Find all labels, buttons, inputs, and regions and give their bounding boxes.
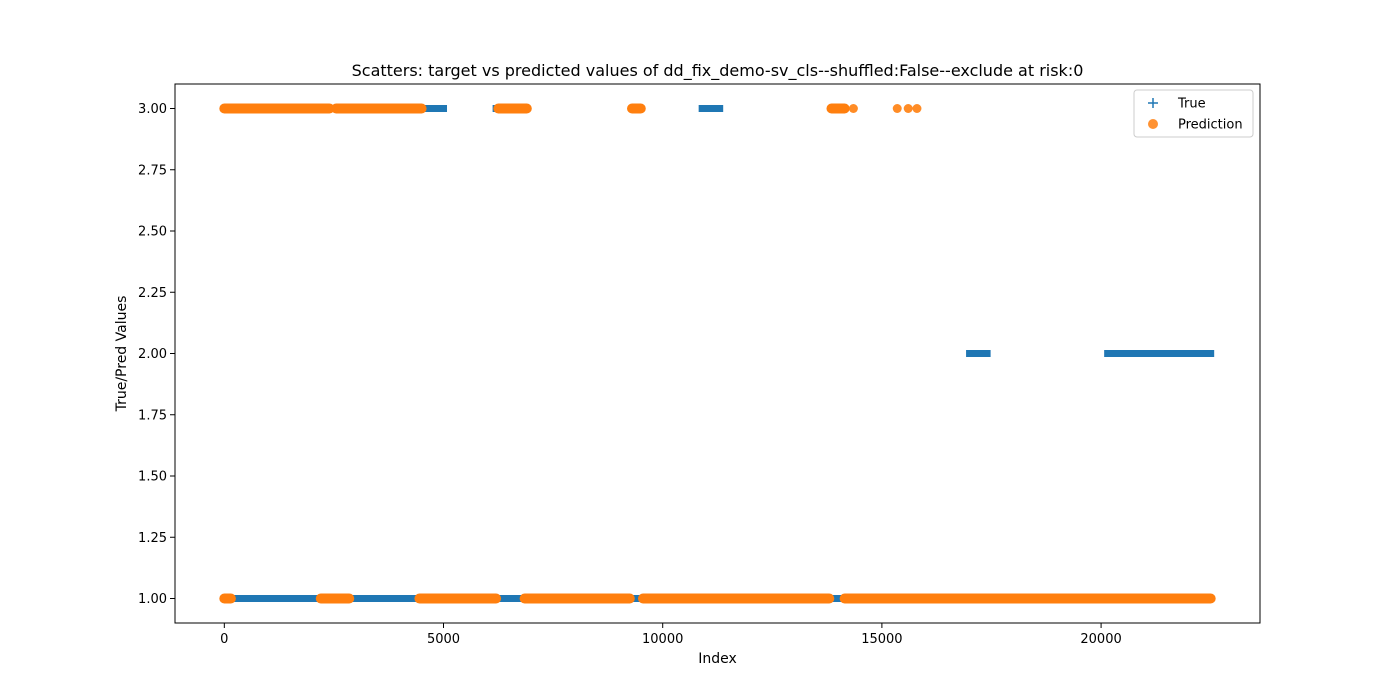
x-tick-label: 20000 xyxy=(1080,632,1121,647)
y-tick-label: 3.00 xyxy=(138,102,167,117)
plot-area xyxy=(219,103,1216,604)
y-tick-label: 1.00 xyxy=(138,592,167,607)
y-tick-label: 2.50 xyxy=(138,225,167,240)
legend-box xyxy=(1133,89,1254,138)
legend: True Prediction xyxy=(1133,89,1254,138)
legend-label-prediction: Prediction xyxy=(1178,118,1243,133)
y-axis: 1.00 1.25 1.50 1.75 2.00 2.25 2.50 2.75 3.00 xyxy=(138,102,175,607)
prediction-point-run xyxy=(839,593,1216,604)
prediction-point xyxy=(848,104,858,113)
prediction-point-run xyxy=(637,593,835,604)
x-axis-label: Index xyxy=(698,651,737,667)
y-tick-label: 1.75 xyxy=(138,408,167,423)
prediction-point-run xyxy=(219,593,236,604)
x-tick-label: 15000 xyxy=(861,632,902,647)
y-tick-label: 2.75 xyxy=(138,163,167,178)
series-true xyxy=(220,105,1215,602)
y-tick-label: 1.25 xyxy=(138,531,167,546)
prediction-point-run xyxy=(331,103,427,114)
prediction-point-run xyxy=(414,593,502,604)
prediction-point-run xyxy=(519,593,635,604)
prediction-point xyxy=(903,104,913,113)
true-point-run xyxy=(1104,350,1215,357)
prediction-point xyxy=(912,104,922,113)
y-tick-label: 1.50 xyxy=(138,470,167,485)
legend-label-true: True xyxy=(1177,97,1206,112)
y-tick-label: 2.25 xyxy=(138,286,167,301)
y-tick-label: 2.00 xyxy=(138,347,167,362)
prediction-point-run xyxy=(219,103,335,114)
legend-marker-prediction xyxy=(1148,119,1158,129)
legend-marker-true xyxy=(1148,98,1158,108)
prediction-point-run xyxy=(826,103,850,114)
prediction-point-run xyxy=(315,593,355,604)
plot-frame xyxy=(174,83,1261,624)
true-point-run xyxy=(698,105,724,112)
prediction-point-run xyxy=(627,103,646,114)
x-tick-label: 0 xyxy=(220,632,228,647)
x-tick-label: 5000 xyxy=(427,632,460,647)
chart-title: Scatters: target vs predicted values of … xyxy=(352,61,1084,81)
true-point-run xyxy=(966,350,991,357)
x-tick-label: 10000 xyxy=(642,632,683,647)
prediction-point xyxy=(892,104,902,113)
series-prediction xyxy=(219,103,1216,604)
prediction-point-run xyxy=(493,103,532,114)
x-axis: 0 5000 10000 15000 20000 xyxy=(220,623,1122,647)
y-axis-label: True/Pred Values xyxy=(114,296,130,413)
